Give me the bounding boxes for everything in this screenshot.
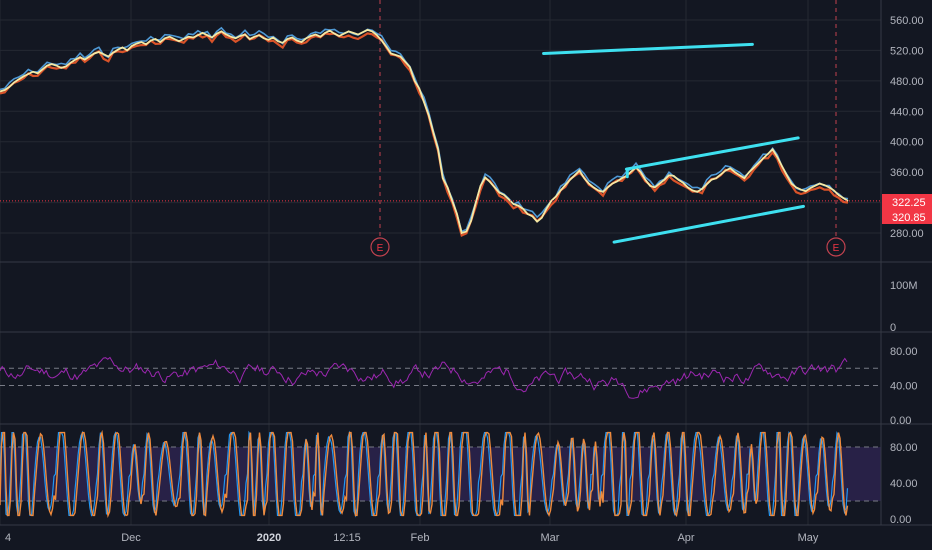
trendline-1 bbox=[624, 136, 800, 171]
price-tick-6: 280.00 bbox=[890, 228, 924, 240]
price-tick-1: 520.00 bbox=[890, 45, 924, 57]
price-tick-4: 400.00 bbox=[890, 137, 924, 149]
price-badge-0: 322.25 bbox=[892, 197, 926, 209]
price-line-bear bbox=[0, 30, 849, 238]
volume-tick-0: 100M bbox=[890, 280, 918, 292]
rsi-tick-1: 40.00 bbox=[890, 381, 918, 393]
date-tick-5: Mar bbox=[541, 532, 560, 544]
price-line-bull bbox=[0, 26, 849, 233]
trendline-2 bbox=[612, 204, 805, 244]
stoch-tick-0: 80.00 bbox=[890, 442, 918, 454]
price-tick-2: 480.00 bbox=[890, 76, 924, 88]
earnings-label-0: E bbox=[377, 243, 384, 254]
stochastic-indicator bbox=[0, 429, 849, 518]
stoch-d-line bbox=[0, 429, 849, 518]
stoch-tick-1: 40.00 bbox=[890, 478, 918, 490]
price-badges: 322.25 320.85 bbox=[882, 194, 932, 224]
date-tick-7: May bbox=[798, 532, 819, 544]
stoch-tick-2: 0.00 bbox=[890, 514, 911, 526]
price-badge-1: 320.85 bbox=[892, 212, 926, 224]
trendlines[interactable] bbox=[542, 42, 805, 244]
rsi-tick-2: 0.00 bbox=[890, 415, 911, 427]
rsi-line bbox=[0, 356, 848, 399]
price-series bbox=[0, 26, 849, 238]
earnings-marker-0 bbox=[370, 237, 390, 257]
trendline-0 bbox=[542, 42, 754, 55]
date-tick-4: Feb bbox=[411, 532, 430, 544]
date-tick-6: Apr bbox=[677, 532, 694, 544]
time-axis[interactable]: 4 Dec 2020 12:15 Feb Mar Apr May bbox=[5, 532, 819, 544]
rsi-tick-0: 80.00 bbox=[890, 346, 918, 358]
pane-dividers[interactable] bbox=[0, 0, 932, 526]
rsi-indicator bbox=[0, 356, 881, 399]
date-tick-0: 4 bbox=[5, 532, 11, 544]
date-tick-1: Dec bbox=[121, 532, 141, 544]
price-tick-0: 560.00 bbox=[890, 15, 924, 27]
earnings-label-1: E bbox=[833, 243, 840, 254]
price-tick-5: 360.00 bbox=[890, 167, 924, 179]
price-tick-3: 440.00 bbox=[890, 106, 924, 118]
volume-tick-1: 0 bbox=[890, 322, 896, 334]
earnings-marker-1 bbox=[826, 237, 846, 257]
price-line-main bbox=[0, 28, 849, 235]
price-axis[interactable]: 560.00 520.00 480.00 440.00 400.00 360.00 280.… bbox=[890, 15, 924, 526]
price-badge-bg-1 bbox=[882, 209, 932, 224]
price-badge-bg-0 bbox=[882, 194, 932, 209]
date-tick-3: 12:15 bbox=[333, 532, 361, 544]
date-tick-2: 2020 bbox=[257, 532, 281, 544]
